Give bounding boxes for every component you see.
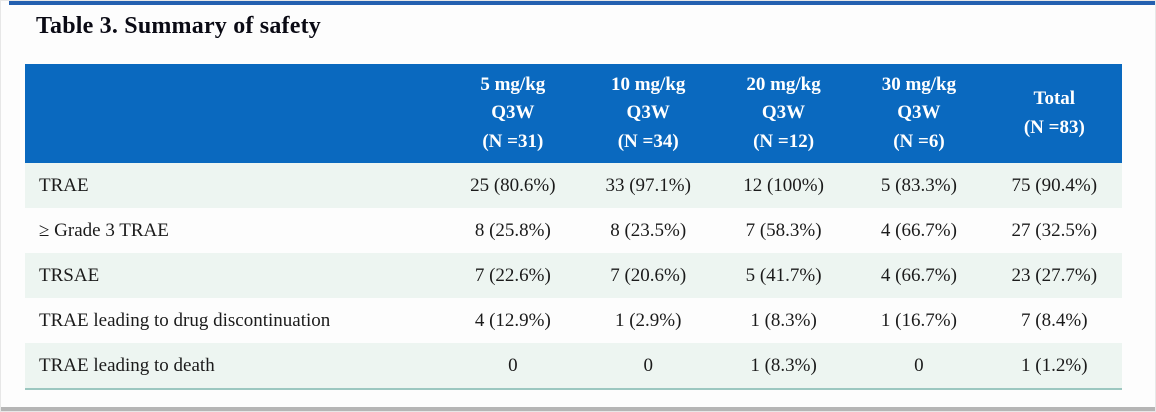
table-row-trae-discontinuation: TRAE leading to drug discontinuation 4 (…: [25, 298, 1122, 343]
table-cell: 1 (8.3%): [715, 343, 852, 389]
table-cell: 5 (41.7%): [715, 253, 852, 298]
table-title: Table 3. Summary of safety: [36, 13, 321, 39]
row-label: TRSAE: [25, 253, 446, 298]
table-cell: 8 (25.8%): [474, 219, 551, 241]
table-cell: 33 (97.1%): [580, 163, 716, 208]
table-cell: 8 (23.5%): [610, 219, 687, 241]
table-cell: 1 (2.9%): [614, 309, 682, 331]
table-cell: 7 (58.3%): [745, 219, 822, 241]
bottom-edge-bar: [1, 407, 1155, 411]
row-label: TRAE: [25, 163, 446, 208]
row-label: TRAE leading to drug discontinuation: [39, 309, 331, 331]
table-row-trsae: TRSAE 7 (22.6%) 7 (20.6%) 5 (41.7%) 4 (6…: [25, 253, 1122, 298]
table-cell: 7 (22.6%): [445, 253, 581, 298]
table-cell: 5 (83.3%): [851, 163, 987, 208]
header-col-10mgkg: 10 mg/kg Q3W (N =34): [580, 64, 716, 163]
row-label: ≥ Grade 3 TRAE: [39, 219, 169, 241]
table-cell: 7 (20.6%): [580, 253, 716, 298]
table-cell: 0: [851, 343, 987, 389]
table-row-grade3-trae: ≥ Grade 3 TRAE 8 (25.8%) 8 (23.5%) 7 (58…: [25, 208, 1122, 253]
table-cell: 4 (12.9%): [474, 309, 551, 331]
table-cell: 0: [580, 343, 716, 389]
table-cell: 25 (80.6%): [445, 163, 581, 208]
table-header-row: 5 mg/kg Q3W (N =31) 10 mg/kg Q3W (N =34)…: [25, 64, 1122, 163]
table-cell: 23 (27.7%): [986, 253, 1122, 298]
table-cell: 12 (100%): [715, 163, 852, 208]
top-edge-bar: [9, 1, 1155, 5]
row-label: TRAE leading to death: [25, 343, 446, 389]
table-cell: 1 (8.3%): [750, 309, 817, 331]
header-col-5mgkg: 5 mg/kg Q3W (N =31): [445, 64, 581, 163]
table-cell: 7 (8.4%): [1021, 309, 1088, 331]
table-cell: 75 (90.4%): [986, 163, 1122, 208]
safety-summary-table: 5 mg/kg Q3W (N =31) 10 mg/kg Q3W (N =34)…: [25, 64, 1122, 390]
table-cell: 4 (66.7%): [851, 253, 987, 298]
header-col-total: Total (N =83): [986, 64, 1122, 163]
table-cell: 1 (1.2%): [986, 343, 1122, 389]
header-empty-cell: [25, 64, 446, 163]
header-col-30mgkg: 30 mg/kg Q3W (N =6): [851, 64, 987, 163]
table-row-trae-death: TRAE leading to death 0 0 1 (8.3%) 0 1 (…: [25, 343, 1122, 389]
table-cell: 1 (16.7%): [880, 309, 957, 331]
table-cell: 27 (32.5%): [1011, 219, 1098, 241]
table-cell: 4 (66.7%): [880, 219, 957, 241]
header-col-20mgkg: 20 mg/kg Q3W (N =12): [715, 64, 852, 163]
table-row-trae: TRAE 25 (80.6%) 33 (97.1%) 12 (100%) 5 (…: [25, 163, 1122, 208]
table-cell: 0: [445, 343, 581, 389]
